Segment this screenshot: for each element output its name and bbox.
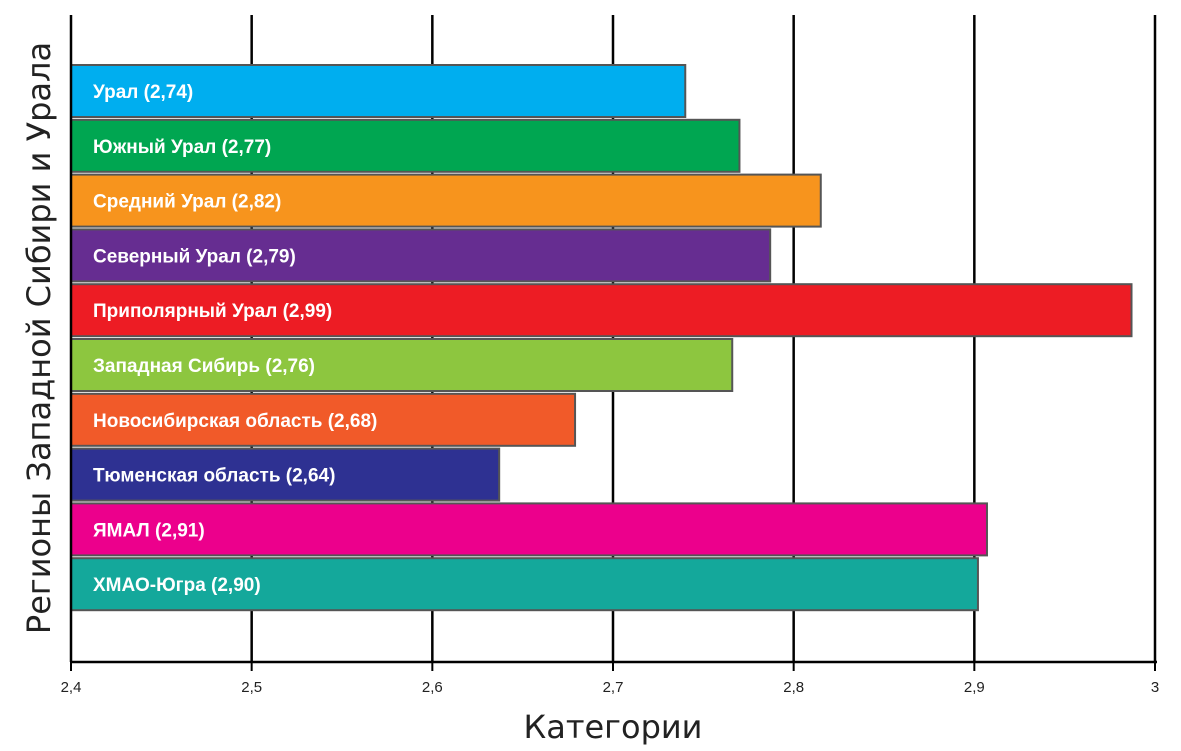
bar [70,283,1133,338]
bar [70,338,734,392]
bar-label: Средний Урал (2,82) [93,192,281,213]
y-axis-title: Регионы Западной Сибири и Урала [20,42,58,634]
x-tick-label: 2,6 [422,679,443,696]
bar [70,228,772,283]
bar [70,392,577,447]
bar-label: Западная Сибирь (2,76) [93,356,315,377]
bar [70,557,979,612]
bar [70,447,501,502]
bar [70,173,822,228]
x-tick-label: 2,9 [964,679,985,696]
x-tick-label: 2,4 [61,679,82,696]
bar [70,502,988,557]
x-ticks: 2,4 2,5 2,6 2,7 2,8 2,9 3 [61,662,1159,696]
x-tick-label: 2,8 [783,679,804,696]
bar-label: Северный Урал (2,79) [93,246,296,267]
bar-label: Урал (2,74) [93,82,193,103]
bar [70,64,687,118]
bar-label: Приполярный Урал (2,99) [93,301,332,322]
bar-label: Тюменская область (2,64) [93,466,335,487]
bar-label: Новосибирская область (2,68) [93,411,377,432]
x-tick-label: 3 [1151,679,1159,696]
bar-label: Южный Урал (2,77) [93,137,271,158]
bar-label: ЯМАЛ (2,91) [93,520,205,541]
bars: Урал (2,74) Южный Урал (2,77) Средний Урал… [70,64,1133,612]
x-tick-label: 2,7 [603,679,624,696]
bar-label: ХМАО-Югра (2,90) [93,575,261,596]
x-axis-title: Категории [524,708,703,746]
x-tick-label: 2,5 [241,679,262,696]
